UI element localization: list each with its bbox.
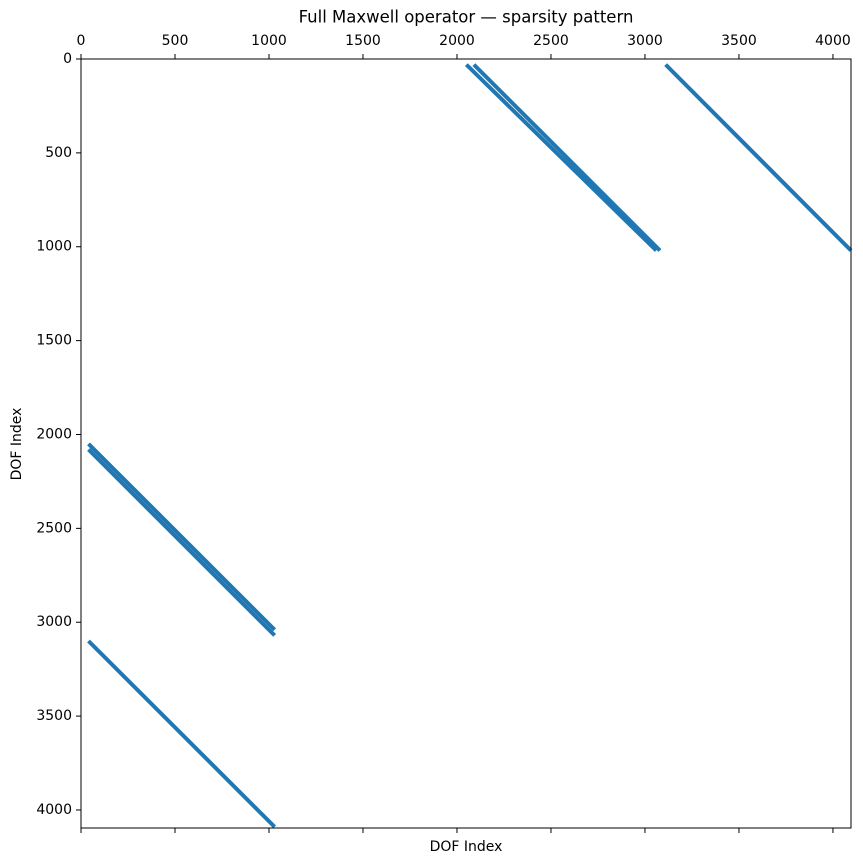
x-tick-label: 4000: [815, 33, 851, 49]
x-tick-label: 3000: [627, 33, 663, 49]
y-tick-label: 2000: [36, 426, 72, 442]
y-axis-label: DOF Index: [9, 408, 25, 481]
x-tick-label: 3500: [721, 33, 757, 49]
y-tick-label: 500: [45, 145, 72, 161]
y-tick-label: 1000: [36, 239, 72, 255]
x-tick-label: 500: [162, 33, 189, 49]
y-tick-label: 0: [63, 51, 72, 67]
nonzero-band: [87, 448, 277, 637]
x-tick-label: 2500: [533, 33, 569, 49]
plot-frame: [80, 58, 852, 829]
y-tick-label: 3000: [36, 614, 72, 630]
nonzero-band: [87, 442, 277, 632]
nonzero-band: [87, 639, 277, 829]
nonzero-band: [472, 63, 662, 252]
x-tick-label: 2000: [439, 33, 475, 49]
chart-title: Full Maxwell operator — sparsity pattern: [299, 8, 634, 27]
y-tick-label: 3500: [36, 708, 72, 724]
y-tick-label: 1500: [36, 333, 72, 349]
nonzero-band: [464, 63, 658, 252]
y-tick-label: 2500: [36, 520, 72, 536]
x-tick-label: 1500: [345, 33, 381, 49]
nonzero-band: [664, 63, 853, 252]
y-tick-label: 4000: [36, 802, 72, 818]
x-tick-label: 1000: [251, 33, 287, 49]
x-axis-label: DOF Index: [430, 839, 503, 855]
x-tick-label: 0: [77, 33, 86, 49]
